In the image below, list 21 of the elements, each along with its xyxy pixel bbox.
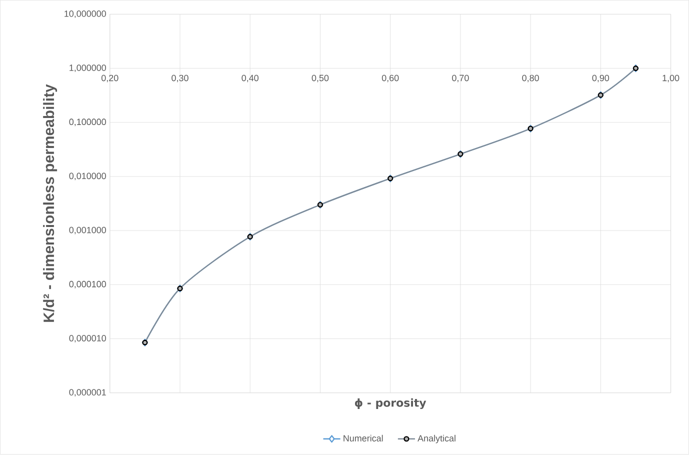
legend-label: Analytical xyxy=(418,435,456,444)
x-tick-label: 0,70 xyxy=(452,75,469,82)
x-tick-label: 0,40 xyxy=(242,75,258,82)
x-tick-label: 0,50 xyxy=(312,75,329,82)
y-tick-label: 0,000010 xyxy=(69,335,106,343)
x-tick-label: 1,00 xyxy=(662,75,680,82)
x-tick-label: 0,90 xyxy=(592,75,610,82)
x-tick-label: 0,80 xyxy=(522,75,539,82)
x-tick-label: 0,30 xyxy=(172,75,188,82)
y-tick-label: 0,001000 xyxy=(69,227,106,234)
legend-label: Numerical xyxy=(344,435,383,442)
y-axis-title: K/d² - dimensionless permeability xyxy=(43,84,58,322)
y-tick-label: 1,000000 xyxy=(70,64,106,72)
x-axis-title: ϕ - porosity xyxy=(354,398,426,410)
y-tick-label: 0,000100 xyxy=(69,281,106,289)
y-tick-label: 0,000001 xyxy=(69,389,106,397)
x-tick-label: 0,20 xyxy=(101,75,118,82)
x-tick-label: 0,60 xyxy=(382,75,399,82)
y-tick-label: 0,100000 xyxy=(69,118,106,126)
y-tick-label: 10,000000 xyxy=(64,10,106,18)
y-tick-label: 0,010000 xyxy=(69,172,106,180)
